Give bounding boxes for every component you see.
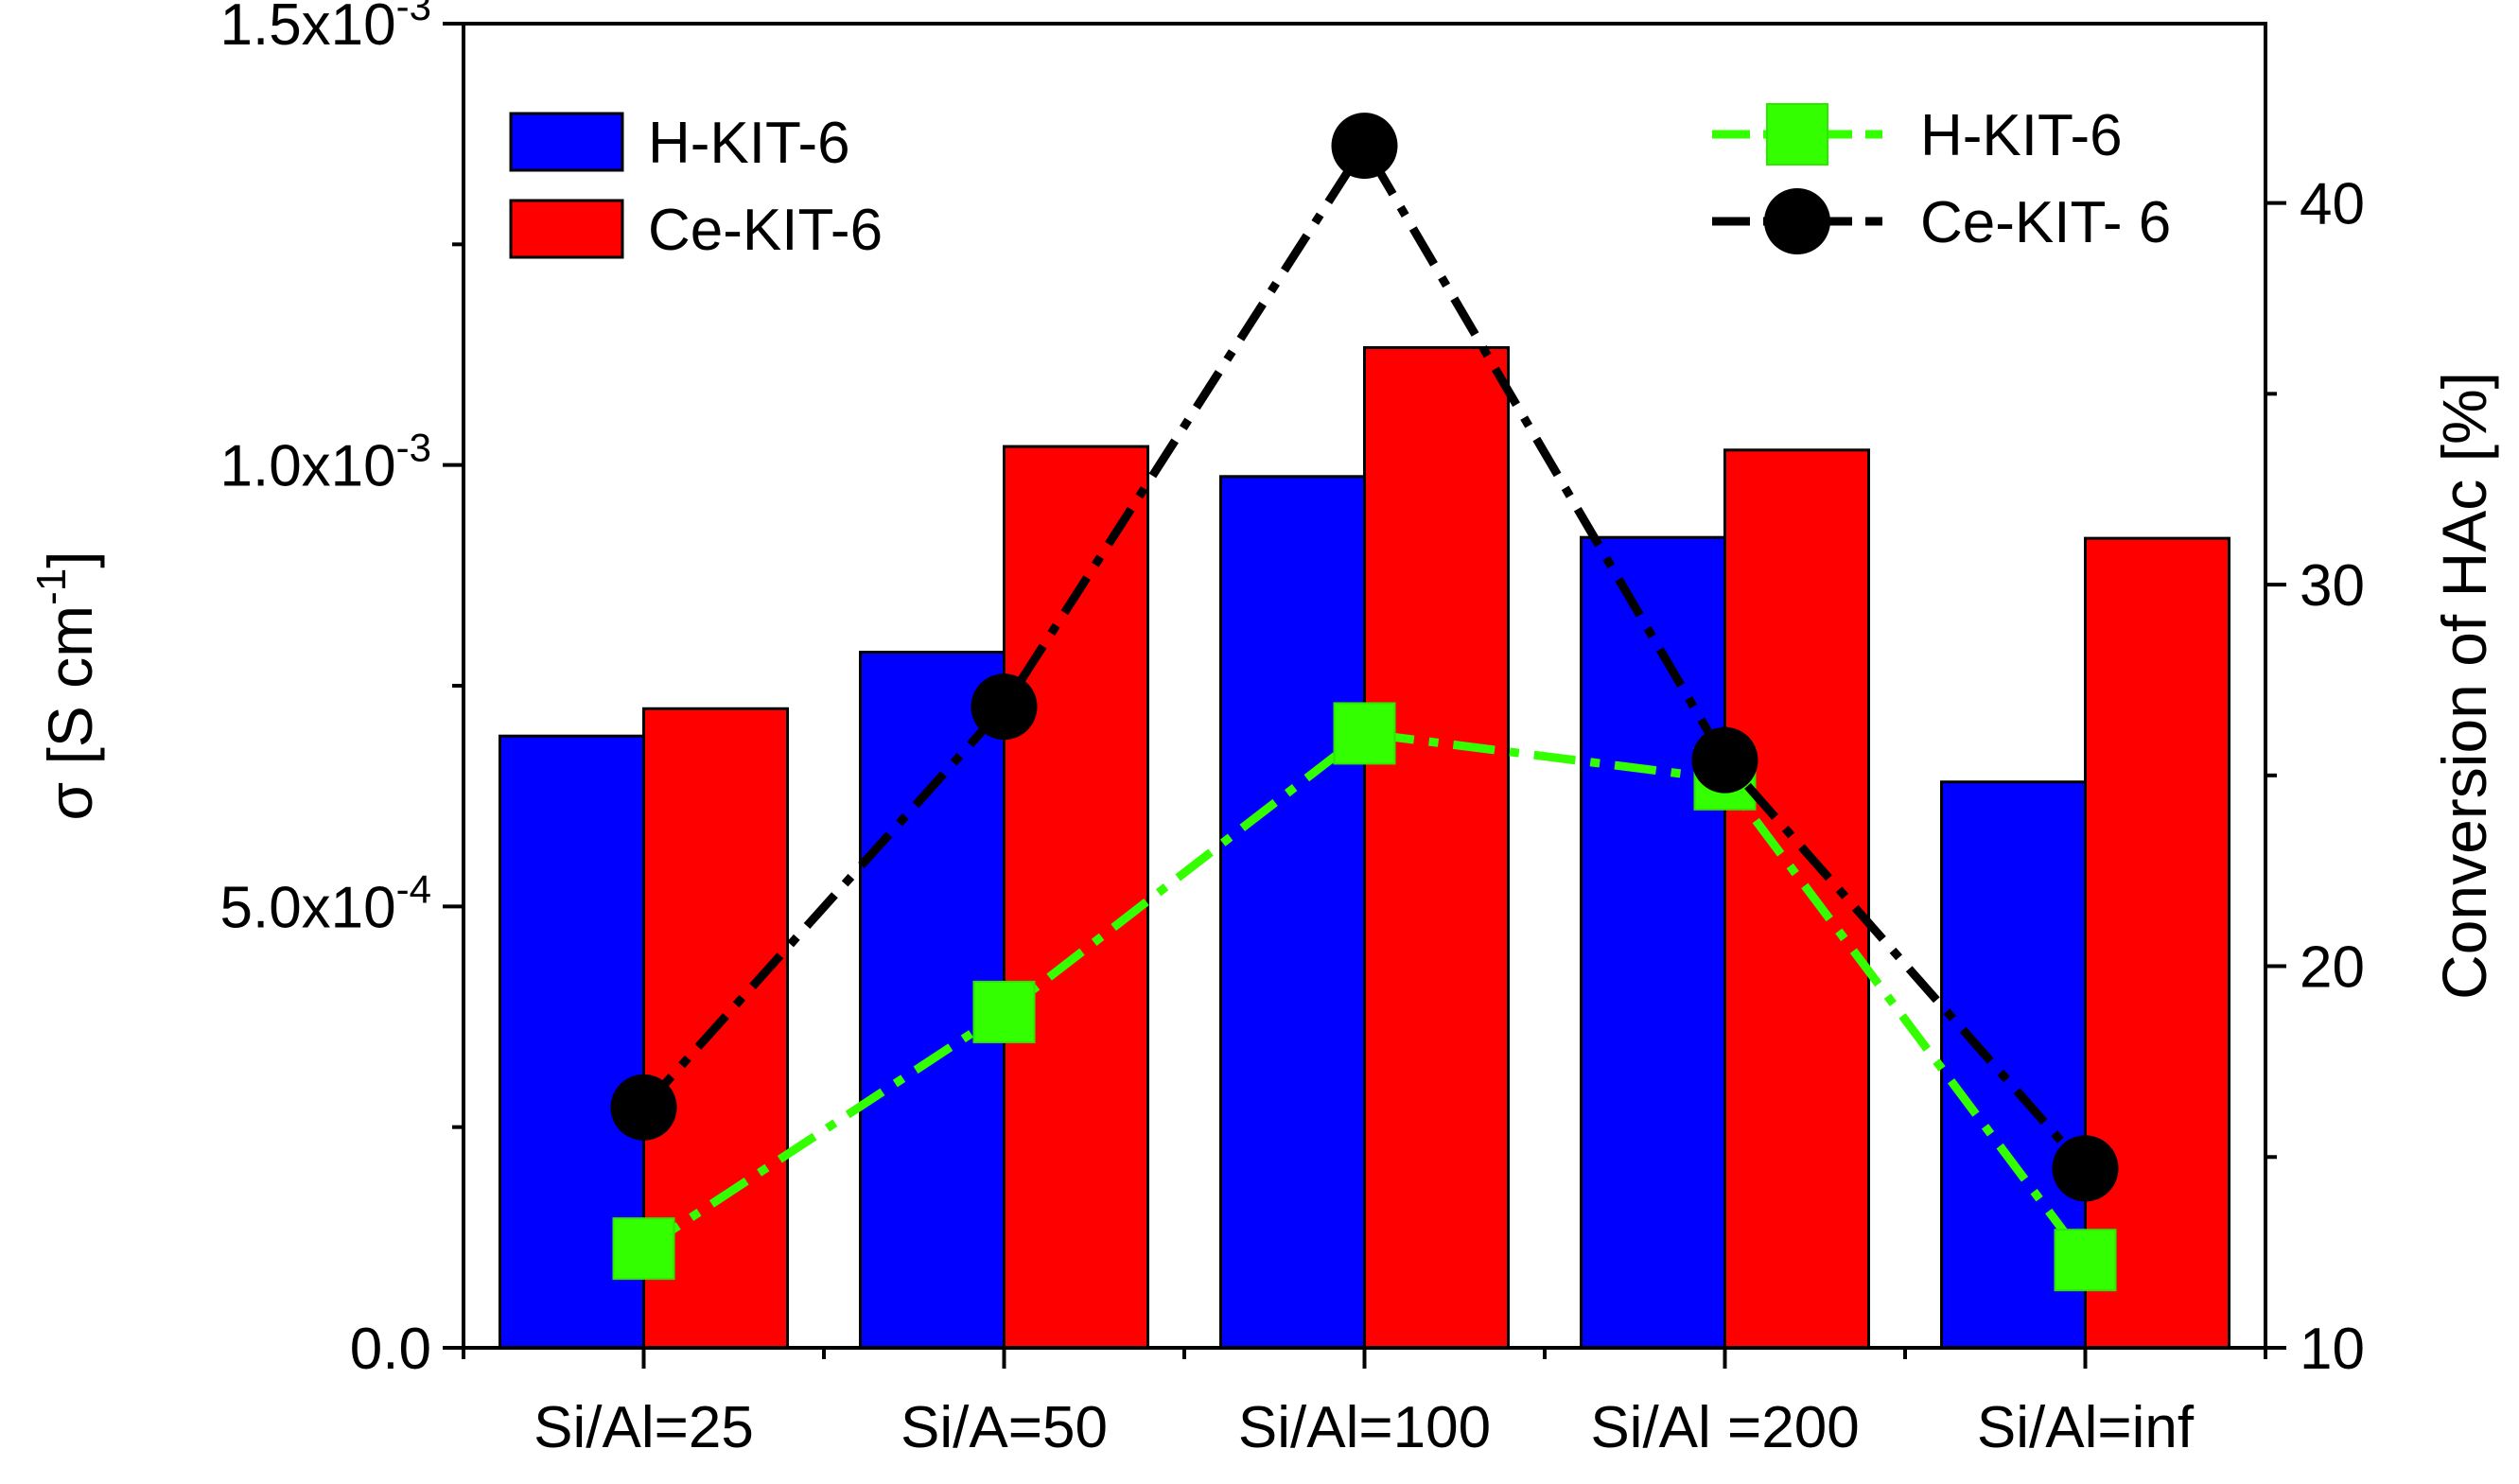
point-ce-kit-6-1 (971, 673, 1038, 741)
y-tick-label-2: 1.0x10-3 (219, 426, 431, 499)
bar-ce-kit-6-1 (1003, 445, 1149, 1350)
x-tick-label-0: Si/Al=25 (534, 1395, 754, 1460)
point-h-kit-6-4 (2054, 1229, 2117, 1292)
point-ce-kit-6-3 (1691, 726, 1758, 794)
y2-tick-label-3: 40 (2300, 172, 2365, 237)
bar-h-kit-6-2 (1219, 475, 1366, 1350)
y2-tick-label-0: 10 (2300, 1317, 2365, 1382)
legend-label-bar-ce-kit-6: Ce-KIT-6 (648, 198, 883, 263)
bar-ce-kit-6-3 (1723, 448, 1870, 1350)
axes-layer: 0.0 5.0x10-4 1.0x10-3 1.5x10-3 10 20 30 40 Si/Al… (28, 0, 2499, 1460)
point-ce-kit-6-4 (2052, 1135, 2119, 1202)
point-h-kit-6-1 (972, 980, 1036, 1043)
legend-label-line-ce-kit-6: Ce-KIT- 6 (1920, 190, 2171, 255)
legend-label-line-h-kit-6: H-KIT-6 (1920, 103, 2123, 168)
legend-label-bar-h-kit-6: H-KIT-6 (648, 111, 850, 176)
bar-ce-kit-6-2 (1363, 346, 1510, 1350)
bars-layer (499, 346, 2230, 1350)
y-tick-label-3: 1.5x10-3 (219, 0, 431, 58)
y-axis-title: σ [S cm-1] (28, 550, 105, 820)
lines-layer (610, 113, 2119, 1292)
x-tick-label-2: Si/Al=100 (1238, 1395, 1491, 1460)
y-tick-label-1: 5.0x10-4 (219, 866, 431, 940)
legend-marker-ce-kit-6 (1764, 188, 1830, 254)
line-ce-kit-6 (640, 141, 2089, 1172)
x-tick-label-1: Si/A=50 (901, 1395, 1108, 1460)
y2-tick-label-1: 20 (2300, 935, 2365, 1001)
x-tick-label-4: Si/Al=inf (1977, 1395, 2195, 1460)
legend-swatch-bar-ce-kit-6 (509, 199, 624, 259)
point-ce-kit-6-0 (610, 1074, 677, 1141)
point-ce-kit-6-2 (1331, 113, 1398, 180)
point-h-kit-6-0 (612, 1217, 675, 1281)
y2-axis-title: Conversion of HAc [%] (2429, 372, 2499, 1000)
legend-swatch-bar-h-kit-6 (509, 112, 624, 172)
bar-ce-kit-6-4 (2084, 536, 2230, 1350)
point-h-kit-6-2 (1333, 702, 1396, 765)
bar-h-kit-6-3 (1580, 535, 1726, 1350)
y2-tick-label-2: 30 (2300, 553, 2365, 619)
x-tick-label-3: Si/Al =200 (1590, 1395, 1859, 1460)
legend-marker-h-kit-6 (1766, 103, 1828, 166)
y-tick-label-0: 0.0 (350, 1317, 431, 1382)
legend-layer: H-KIT-6 Ce-KIT-6 H-KIT-6 Ce-KIT- 6 (509, 103, 2171, 263)
